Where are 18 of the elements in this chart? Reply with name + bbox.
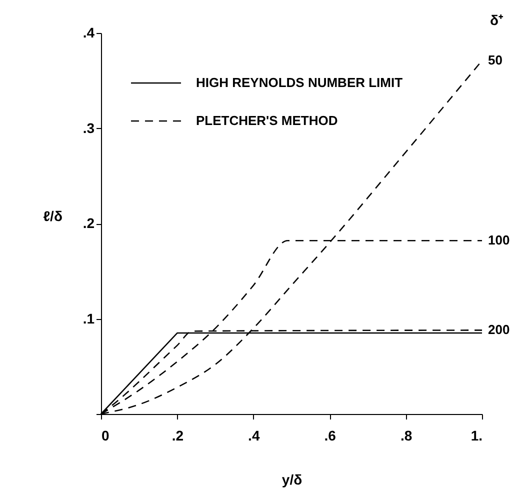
y-tick-label: .4	[82, 24, 95, 40]
series-label: 100	[488, 232, 510, 248]
x-tick-label: 0	[102, 428, 110, 444]
legend-title: δ⁺	[490, 12, 504, 28]
y-tick-label: .2	[82, 215, 95, 231]
x-tick-label: .8	[400, 428, 412, 444]
x-axis-title: y/δ	[282, 472, 302, 488]
y-tick-label: .3	[82, 120, 95, 136]
x-tick-label: .2	[172, 428, 184, 444]
legend-label: HIGH REYNOLDS NUMBER LIMIT	[196, 75, 403, 90]
series-label: 50	[488, 52, 502, 68]
y-tick-label: .1	[82, 310, 95, 326]
x-tick-label: 1.	[470, 428, 482, 444]
x-tick-label: .6	[324, 428, 336, 444]
annotation: PLETCHER'S METHOD	[196, 113, 338, 128]
y-axis-title: ℓ/δ	[43, 208, 62, 224]
series-label: 200	[488, 322, 510, 338]
x-tick-label: .4	[248, 428, 260, 444]
